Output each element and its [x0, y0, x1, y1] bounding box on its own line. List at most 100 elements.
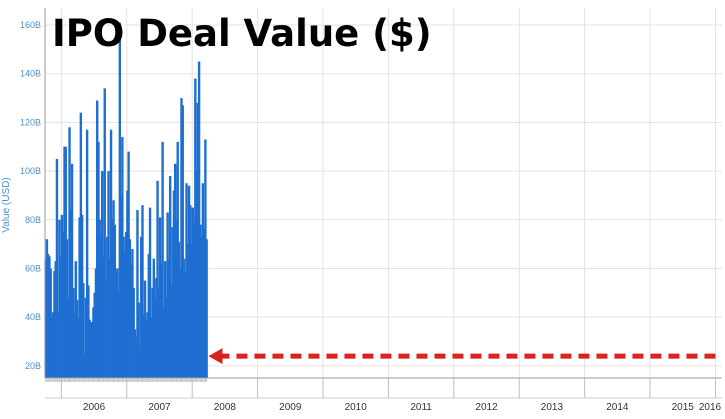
- x-tick-label: 2011: [410, 402, 432, 413]
- bar: [205, 239, 208, 378]
- bar: [55, 158, 59, 378]
- bar: [182, 258, 186, 378]
- y-tick-label: 60B: [25, 263, 41, 273]
- bar: [128, 239, 132, 378]
- bar: [97, 141, 100, 378]
- bar: [53, 270, 56, 378]
- bar: [119, 195, 123, 378]
- bar: [200, 236, 203, 378]
- bar: [58, 219, 61, 378]
- bar: [141, 205, 144, 378]
- x-tick-label: 2010: [345, 402, 368, 413]
- bar: [70, 163, 74, 378]
- x-tick-label: 2015: [672, 402, 695, 413]
- x-tick-label: 2016: [699, 402, 722, 413]
- bar: [140, 236, 143, 378]
- bar: [155, 278, 158, 378]
- bar: [202, 229, 206, 378]
- bar: [54, 261, 57, 378]
- bar: [113, 224, 117, 378]
- bar: [145, 319, 148, 378]
- bar: [104, 280, 108, 378]
- bar: [148, 207, 152, 378]
- bar: [118, 22, 122, 379]
- bar: [99, 236, 103, 378]
- bar: [143, 280, 147, 378]
- bar: [165, 297, 168, 378]
- bar: [170, 285, 173, 378]
- axes: 20B 40B 60B 80B 100B 120B 140B 160B 2006 2007 2008…: [20, 8, 722, 413]
- bar: [151, 287, 154, 378]
- bars: [44, 22, 208, 379]
- y-tick-label: 120B: [20, 117, 41, 127]
- bar: [191, 207, 195, 378]
- bar: [46, 253, 50, 378]
- bar: [131, 248, 134, 378]
- y-tick-label: 100B: [20, 166, 41, 176]
- arrow-annotation: [208, 348, 716, 365]
- bar: [185, 183, 188, 378]
- bar: [77, 317, 80, 378]
- bar: [184, 270, 187, 378]
- bar: [132, 287, 135, 378]
- x-tick-label: 2008: [214, 402, 237, 413]
- y-tick-label: 40B: [25, 312, 41, 322]
- bar: [153, 297, 157, 378]
- bar: [74, 261, 78, 378]
- bar: [82, 283, 85, 378]
- bar: [75, 300, 79, 378]
- bar: [65, 239, 69, 378]
- bar: [150, 317, 153, 378]
- bar: [122, 236, 125, 378]
- bar: [175, 219, 178, 378]
- bar: [189, 205, 192, 378]
- bar: [124, 231, 128, 378]
- bar: [88, 319, 91, 378]
- bar: [106, 236, 109, 378]
- x-tick-label: 2006: [83, 402, 106, 413]
- bar: [166, 212, 169, 378]
- bar: [142, 314, 145, 378]
- bar: [199, 224, 202, 378]
- bar: [107, 171, 110, 378]
- bar: [89, 322, 93, 378]
- bar: [201, 183, 205, 378]
- bar: [111, 219, 114, 378]
- bar: [168, 175, 172, 378]
- bar: [117, 290, 120, 378]
- bar: [94, 268, 98, 378]
- bar: [57, 312, 60, 378]
- y-tick-label: 140B: [20, 69, 41, 79]
- bar: [96, 100, 99, 378]
- bar: [204, 139, 207, 378]
- bar: [64, 146, 67, 378]
- y-axis-label: Value (USD): [1, 177, 12, 232]
- bar: [133, 329, 137, 378]
- bar: [72, 287, 75, 378]
- bar: [147, 253, 150, 378]
- bar: [109, 129, 113, 378]
- bar: [114, 273, 118, 378]
- bar: [83, 353, 86, 378]
- bar: [102, 256, 105, 378]
- bar: [167, 258, 171, 378]
- bar: [152, 258, 156, 378]
- bar: [68, 127, 71, 379]
- bar: [180, 98, 183, 378]
- bar: [51, 312, 55, 378]
- bar: [60, 214, 64, 378]
- bar: [173, 163, 177, 378]
- bar: [73, 312, 76, 378]
- bar: [196, 102, 200, 379]
- bar: [146, 312, 149, 378]
- bar: [78, 217, 81, 378]
- bar: [134, 336, 138, 378]
- bar: [45, 239, 49, 378]
- bar: [161, 141, 164, 378]
- bar: [157, 287, 161, 378]
- x-tick-label: 2009: [279, 402, 302, 413]
- x-tick-label: 2013: [541, 402, 564, 413]
- x-tick-label: 2007: [148, 402, 171, 413]
- bar: [176, 141, 179, 378]
